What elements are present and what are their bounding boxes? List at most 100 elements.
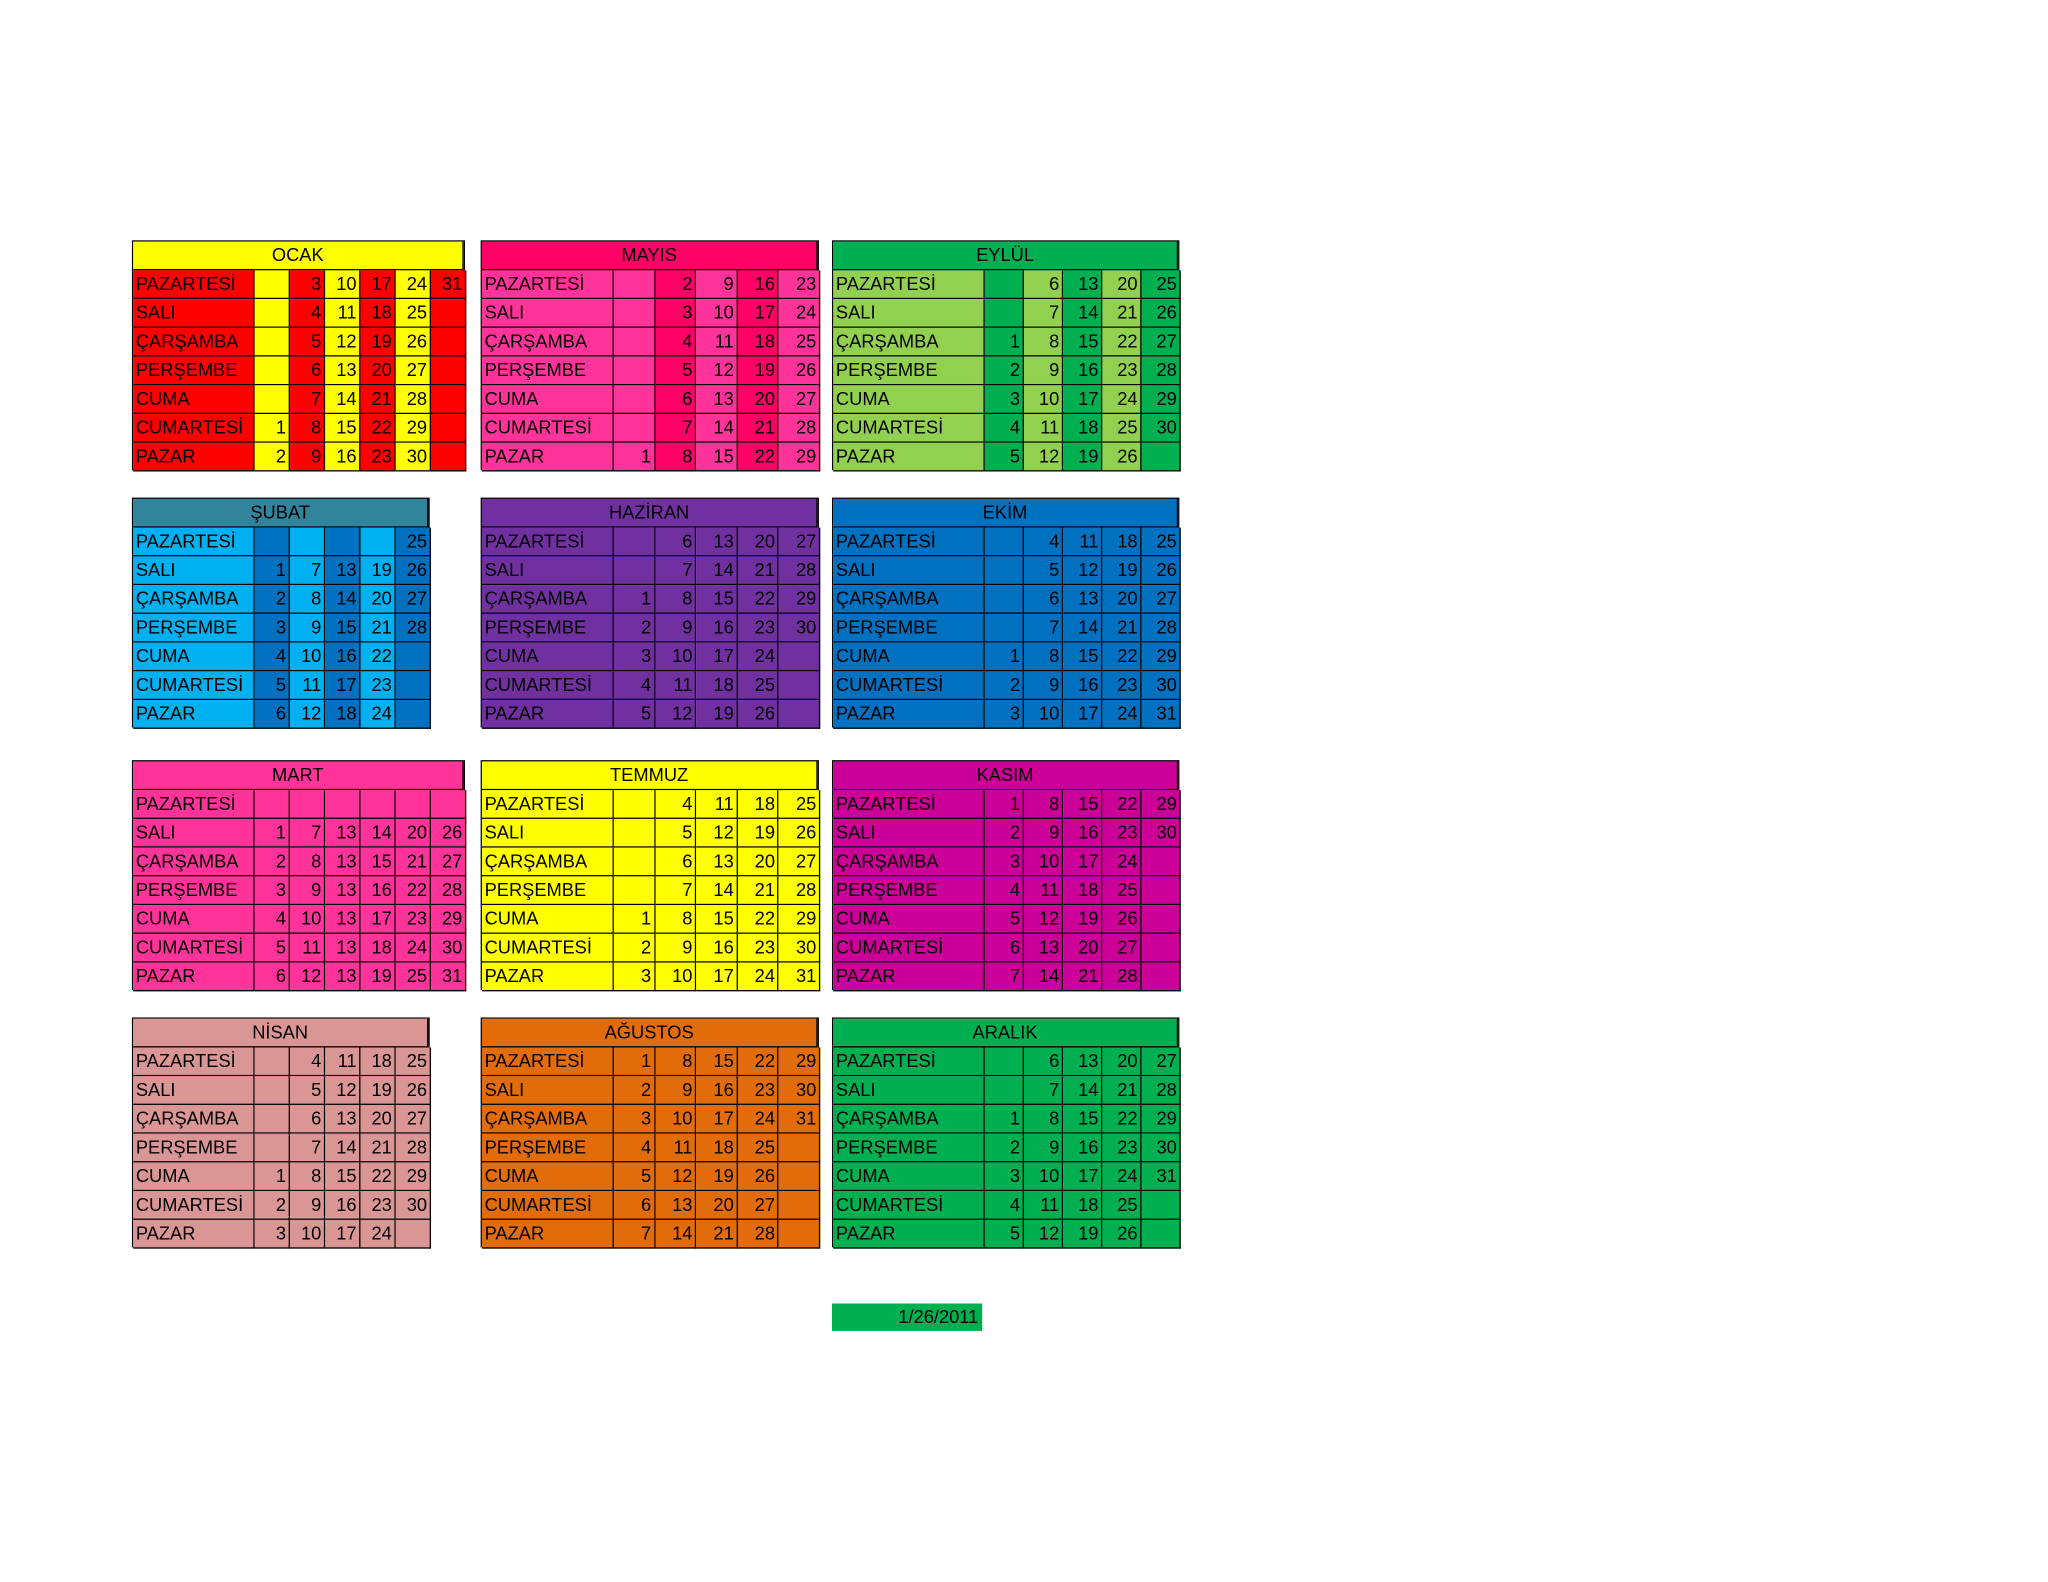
day-number: 25: [737, 1133, 779, 1163]
day-number: 3: [289, 270, 326, 300]
day-number: 26: [1141, 299, 1181, 328]
day-number: 27: [395, 1104, 432, 1134]
day-number: 10: [655, 962, 697, 992]
day-number: [254, 385, 290, 415]
day-number: 25: [395, 1047, 432, 1077]
month-name: TEMMUZ: [481, 761, 818, 791]
day-number: 3: [984, 847, 1024, 877]
day-number: [1141, 933, 1181, 963]
day-number: 7: [289, 385, 326, 415]
day-number: 4: [984, 414, 1024, 443]
day-number: 10: [1023, 385, 1064, 415]
day-number: [1141, 962, 1181, 992]
day-number: 13: [696, 385, 738, 415]
day-number: 28: [778, 876, 821, 906]
month-table: HAZİRAN PAZARTESİ 6 13 20 27 SALI 7 14 21 28 ÇARŞAM…: [480, 497, 821, 729]
day-number: 7: [984, 962, 1024, 992]
day-number: 8: [1023, 327, 1064, 357]
day-number: 7: [655, 414, 697, 443]
month-table: ŞUBAT PAZARTESİ 25 SALI 1 7 13 19 26 ÇARŞAMBA 2 8 14…: [131, 497, 432, 729]
day-name: SALI: [481, 556, 614, 586]
day-name: PAZARTESİ: [133, 527, 255, 557]
day-number: [254, 1076, 290, 1105]
day-number: 15: [360, 847, 396, 877]
day-number: 20: [737, 847, 779, 877]
day-number: [395, 790, 432, 819]
month-table: OCAK PAZARTESİ 3 10 17 24 31 SALI 4 11 18 25 ÇARŞAMB…: [131, 240, 467, 472]
day-number: 20: [1102, 270, 1142, 300]
day-number: 6: [1023, 270, 1064, 300]
day-name: CUMA: [833, 385, 985, 415]
day-number: 23: [1102, 356, 1142, 386]
day-number: 16: [325, 1191, 361, 1220]
day-number: [254, 790, 290, 819]
day-number: [1141, 1191, 1181, 1220]
day-number: 14: [696, 414, 738, 443]
day-number: 4: [254, 905, 290, 934]
day-name: ÇARŞAMBA: [481, 585, 614, 614]
day-number: 19: [1063, 442, 1103, 472]
day-number: 22: [737, 1047, 779, 1077]
day-number: 3: [613, 1104, 656, 1134]
day-name: SALI: [133, 556, 255, 586]
day-number: 13: [325, 962, 361, 992]
day-name: CUMA: [133, 385, 255, 415]
day-number: 25: [1102, 414, 1142, 443]
day-number: [254, 356, 290, 386]
day-number: 30: [1141, 414, 1181, 443]
day-number: [778, 1191, 821, 1220]
day-name: PAZARTESİ: [133, 790, 255, 819]
day-name: ÇARŞAMBA: [833, 1104, 985, 1134]
day-number: 8: [289, 1162, 326, 1192]
day-number: [613, 556, 656, 586]
day-number: 11: [325, 299, 361, 328]
day-number: 19: [360, 556, 396, 586]
day-number: 5: [289, 327, 326, 357]
day-name: PAZARTESİ: [481, 527, 614, 557]
day-number: [984, 270, 1024, 300]
day-number: [984, 556, 1024, 586]
day-number: 5: [254, 671, 290, 701]
day-number: [395, 671, 432, 701]
day-number: 26: [737, 1162, 779, 1192]
day-number: 5: [984, 905, 1024, 934]
day-number: 22: [360, 1162, 396, 1192]
day-name: PAZAR: [833, 700, 985, 729]
day-number: 8: [655, 1047, 697, 1077]
day-number: [984, 1076, 1024, 1105]
day-number: 17: [360, 905, 396, 934]
day-number: 20: [360, 585, 396, 614]
day-number: 11: [696, 327, 738, 357]
day-number: 16: [1063, 671, 1103, 701]
day-number: 20: [1102, 585, 1142, 614]
day-number: 20: [737, 385, 779, 415]
day-number: 18: [360, 299, 396, 328]
month-table: AĞUSTOS PAZARTESİ 1 8 15 22 29 SALI 2 9 16 23 30 ÇARŞ…: [480, 1017, 821, 1249]
day-name: SALI: [133, 299, 255, 328]
day-number: [613, 847, 656, 877]
day-name: CUMARTESİ: [481, 671, 614, 701]
day-name: ÇARŞAMBA: [833, 585, 985, 614]
day-number: 4: [1023, 527, 1064, 557]
day-number: 8: [1023, 642, 1064, 672]
day-number: 23: [360, 1191, 396, 1220]
day-number: 23: [360, 671, 396, 701]
day-number: 21: [1063, 962, 1103, 992]
day-name: SALI: [833, 1076, 985, 1105]
day-number: 19: [696, 1162, 738, 1192]
day-number: 21: [395, 847, 432, 877]
day-number: 29: [778, 442, 821, 472]
day-number: 18: [696, 671, 738, 701]
day-number: [254, 1133, 290, 1163]
month-table: NİSAN PAZARTESİ 4 11 18 25 SALI 5 12 19 26 ÇARŞAMBA…: [131, 1017, 432, 1249]
day-number: 16: [696, 1076, 738, 1105]
day-number: [778, 671, 821, 701]
day-number: 10: [655, 1104, 697, 1134]
day-number: 1: [254, 1162, 290, 1192]
day-name: CUMARTESİ: [133, 414, 255, 443]
day-name: PAZARTESİ: [133, 270, 255, 300]
day-number: 25: [1141, 270, 1181, 300]
day-number: 19: [737, 356, 779, 386]
day-number: 23: [778, 270, 821, 300]
